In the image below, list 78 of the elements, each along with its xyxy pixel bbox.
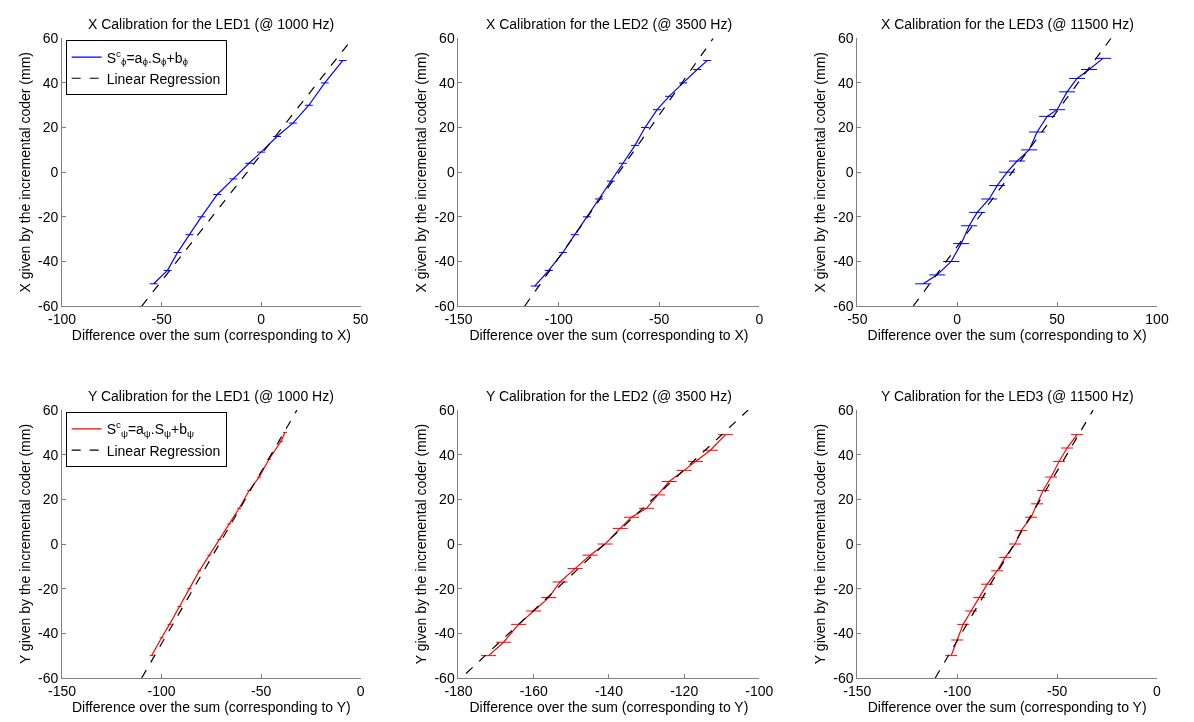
line-series (534, 59, 708, 287)
chart-title: X Calibration for the LED1 (@ 1000 Hz) (88, 16, 335, 32)
y-tick-label: 60 (837, 402, 854, 418)
y-tick-label: -40 (38, 253, 59, 270)
y-tick-label: 0 (50, 535, 59, 552)
y-axis-title: Y given by the incremental coder (mm) (811, 423, 828, 665)
x-tick-label: -100 (943, 682, 972, 699)
y-tick-label: 0 (446, 535, 455, 552)
text: S$^{c}$$_{ψ}$=a$_{ψ}$.S$_{ψ}$+b$_{ψ}$ (106, 419, 195, 440)
y-axis-title: X given by the incremental coder (mm) (16, 51, 33, 293)
x-axis-title: Difference over the sum (corresponding to Y) (867, 698, 1147, 715)
y-tick-label: -20 (38, 580, 59, 597)
x-tick-label: -50 (151, 310, 172, 327)
y-axis-title: X given by the incremental coder (mm) (413, 51, 430, 293)
chart-title: X Calibration for the LED3 (@ 11500 Hz) (881, 16, 1134, 32)
x-tick-label: -50 (1046, 682, 1068, 699)
x-axis-title: Difference over the sum (corresponding to X) (71, 326, 351, 343)
y-tick-label: 20 (837, 491, 854, 508)
y-tick-label: -40 (434, 253, 455, 270)
y-tick-label: 40 (439, 74, 455, 91)
y-tick-label: -20 (833, 208, 854, 225)
x-axis-title: Difference over the sum (corresponding to X) (469, 326, 749, 343)
x-tick-label: -50 (250, 682, 272, 699)
x-tick-label: -50 (648, 310, 670, 327)
x-tick-label: 50 (1049, 310, 1066, 327)
x-tick-label: -160 (519, 682, 548, 699)
chart-title: Y Calibration for the LED1 (@ 1000 Hz) (88, 388, 334, 404)
x-tick-label: 0 (755, 310, 764, 327)
y-tick-label: 20 (42, 491, 59, 508)
x-tick-label: -100 (745, 682, 774, 699)
y-tick-label: 20 (439, 119, 455, 136)
y-tick-label: 20 (439, 491, 455, 508)
y-tick-label: 40 (439, 446, 455, 463)
y-tick-label: 60 (439, 402, 455, 418)
x-tick-label: -140 (594, 682, 624, 699)
y-tick-label: 40 (837, 74, 854, 91)
y-tick-label: -40 (434, 625, 455, 642)
x-tick-label: -100 (147, 682, 176, 699)
x-tick-label: 0 (1153, 682, 1162, 699)
y-tick-label: 20 (837, 119, 854, 136)
chart-title: X Calibration for the LED2 (@ 3500 Hz) (486, 16, 733, 32)
y-tick-label: 40 (42, 74, 59, 91)
x-tick-label: 0 (356, 682, 365, 699)
y-tick-label: 0 (50, 164, 59, 181)
x-tick-label: 0 (257, 310, 266, 327)
y-tick-label: 20 (42, 119, 59, 136)
x-tick-label: 0 (953, 310, 962, 327)
y-axis-title: X given by the incremental coder (mm) (811, 51, 828, 293)
legend-label: Linear Regression (106, 442, 221, 459)
y-tick-label: 0 (446, 164, 455, 181)
x-tick-label: -100 (544, 310, 574, 327)
x-axis-title: Difference over the sum (corresponding to X) (867, 326, 1147, 343)
x-axis-title: Difference over the sum (corresponding to Y) (469, 698, 749, 715)
y-tick-label: 40 (837, 446, 854, 463)
y-tick-label: 60 (42, 30, 59, 47)
x-tick-label: 100 (1145, 310, 1169, 327)
y-tick-label: -40 (833, 625, 854, 642)
y-tick-label: -20 (38, 208, 59, 225)
y-tick-label: 40 (42, 446, 59, 463)
y-tick-label: 0 (845, 535, 854, 552)
chart-title: Y Calibration for the LED2 (@ 3500 Hz) (486, 388, 732, 404)
y-tick-label: 60 (439, 30, 455, 47)
y-tick-label: 0 (845, 164, 854, 181)
y-tick-label: 60 (837, 30, 854, 47)
y-tick-label: -20 (833, 580, 854, 597)
legend-label: Linear Regression (106, 70, 221, 87)
y-axis-title: Y given by the incremental coder (mm) (413, 423, 430, 665)
y-tick-label: -20 (434, 580, 455, 597)
x-tick-label: -120 (670, 682, 699, 699)
y-axis-title: Y given by the incremental coder (mm) (16, 423, 33, 665)
y-tick-label: -40 (38, 625, 59, 642)
chart-title: Y Calibration for the LED3 (@ 11500 Hz) (881, 388, 1134, 404)
x-axis-title: Difference over the sum (corresponding to Y) (71, 698, 351, 715)
y-tick-label: -40 (833, 253, 854, 270)
y-tick-label: 60 (42, 402, 59, 418)
y-tick-label: -20 (434, 208, 455, 225)
text: S$^{c}$$_{ϕ}$=a$_{ϕ}$.S$_{ϕ}$+b$_{ϕ}$ (106, 47, 189, 68)
x-tick-label: 50 (352, 310, 369, 327)
